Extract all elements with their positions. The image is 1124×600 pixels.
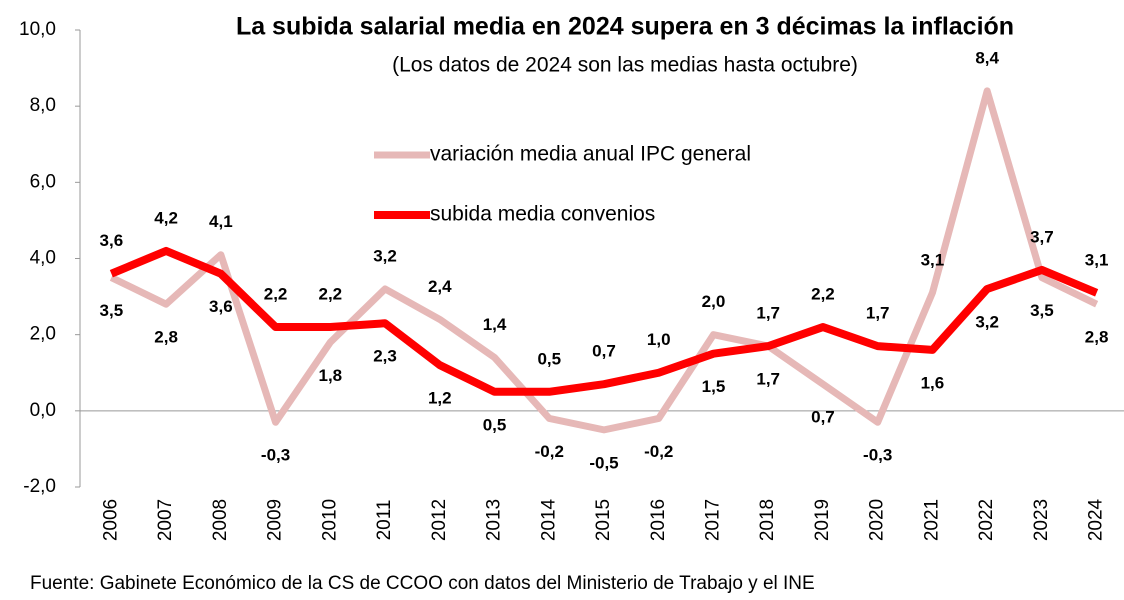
data-label: 2,3 — [373, 347, 397, 366]
data-label: 1,7 — [866, 304, 890, 323]
data-label: -0,3 — [863, 446, 892, 465]
data-label: 1,8 — [318, 366, 342, 385]
data-label: 3,2 — [975, 312, 999, 331]
x-tick-label: 2017 — [702, 499, 723, 541]
data-label: 0,5 — [483, 415, 507, 434]
data-label: 1,7 — [756, 370, 780, 389]
data-label: 8,4 — [975, 48, 999, 67]
x-tick-label: 2011 — [374, 500, 395, 541]
legend-label: subida media convenios — [430, 203, 655, 226]
x-tick-label: 2020 — [867, 499, 888, 541]
chart-title: La subida salarial media en 2024 supera … — [236, 13, 1014, 41]
source: Fuente: Gabinete Económico de la CS de C… — [30, 573, 815, 594]
y-tick-label: 6,0 — [30, 171, 56, 192]
x-tick-label: 2021 — [921, 499, 942, 541]
x-tick-label: 2006 — [100, 499, 121, 541]
y-tick-label: 0,0 — [30, 400, 56, 421]
data-label: 1,0 — [647, 330, 671, 349]
chart-subtitle: (Los datos de 2024 son las medias hasta … — [392, 54, 858, 77]
data-label: -0,2 — [644, 442, 673, 461]
data-label: -0,5 — [589, 453, 618, 472]
data-label: 3,6 — [100, 231, 124, 250]
x-tick-label: 2014 — [538, 498, 559, 541]
x-tick-label: 2015 — [593, 499, 614, 541]
data-label: 1,6 — [921, 373, 945, 392]
y-tick-label: 4,0 — [30, 248, 56, 269]
x-tick-label: 2009 — [265, 499, 286, 541]
x-tick-label: 2013 — [484, 499, 505, 541]
y-tick-label: 2,0 — [30, 324, 56, 345]
y-tick-label: 8,0 — [30, 95, 56, 116]
series-line — [109, 246, 1099, 396]
data-label: 3,7 — [1030, 227, 1054, 246]
x-tick-label: 2012 — [429, 499, 450, 541]
data-label: 2,8 — [1085, 328, 1109, 347]
data-label: 2,2 — [264, 285, 288, 304]
x-tick-label: 2019 — [812, 499, 833, 541]
data-label: 1,5 — [702, 377, 726, 396]
data-label: 4,2 — [154, 208, 178, 227]
data-label: 0,7 — [811, 408, 835, 427]
data-label: 3,1 — [921, 250, 945, 269]
x-tick-label: 2008 — [210, 499, 231, 541]
data-label: 3,6 — [209, 297, 233, 316]
data-label: 0,5 — [537, 349, 561, 368]
data-label: -0,3 — [261, 446, 290, 465]
data-label: 3,5 — [100, 301, 124, 320]
y-tick-label: 10,0 — [19, 19, 56, 40]
x-tick-label: 2007 — [155, 499, 176, 541]
x-tick-label: 2023 — [1031, 499, 1052, 541]
y-tick-label: -2,0 — [23, 476, 56, 497]
data-label: 2,8 — [154, 328, 178, 347]
x-tick-label: 2022 — [976, 499, 997, 541]
legend-label: variación media anual IPC general — [430, 143, 751, 166]
data-label: 1,4 — [483, 315, 507, 334]
x-tick-label: 2010 — [319, 499, 340, 541]
data-label: 3,1 — [1085, 250, 1109, 269]
data-label: 1,2 — [428, 389, 452, 408]
data-label: 2,0 — [702, 292, 726, 311]
data-label: 4,1 — [209, 212, 233, 231]
series-line — [109, 87, 1099, 434]
data-label: -0,2 — [535, 442, 564, 461]
x-tick-label: 2024 — [1086, 498, 1107, 541]
data-label: 2,2 — [811, 285, 835, 304]
data-label: 3,5 — [1030, 301, 1054, 320]
x-tick-label: 2016 — [648, 499, 669, 541]
data-label: 2,2 — [318, 285, 342, 304]
data-label: 2,4 — [428, 277, 452, 296]
data-label: 1,7 — [756, 304, 780, 323]
data-label: 0,7 — [592, 342, 616, 361]
x-tick-label: 2018 — [757, 499, 778, 541]
data-label: 3,2 — [373, 246, 397, 265]
